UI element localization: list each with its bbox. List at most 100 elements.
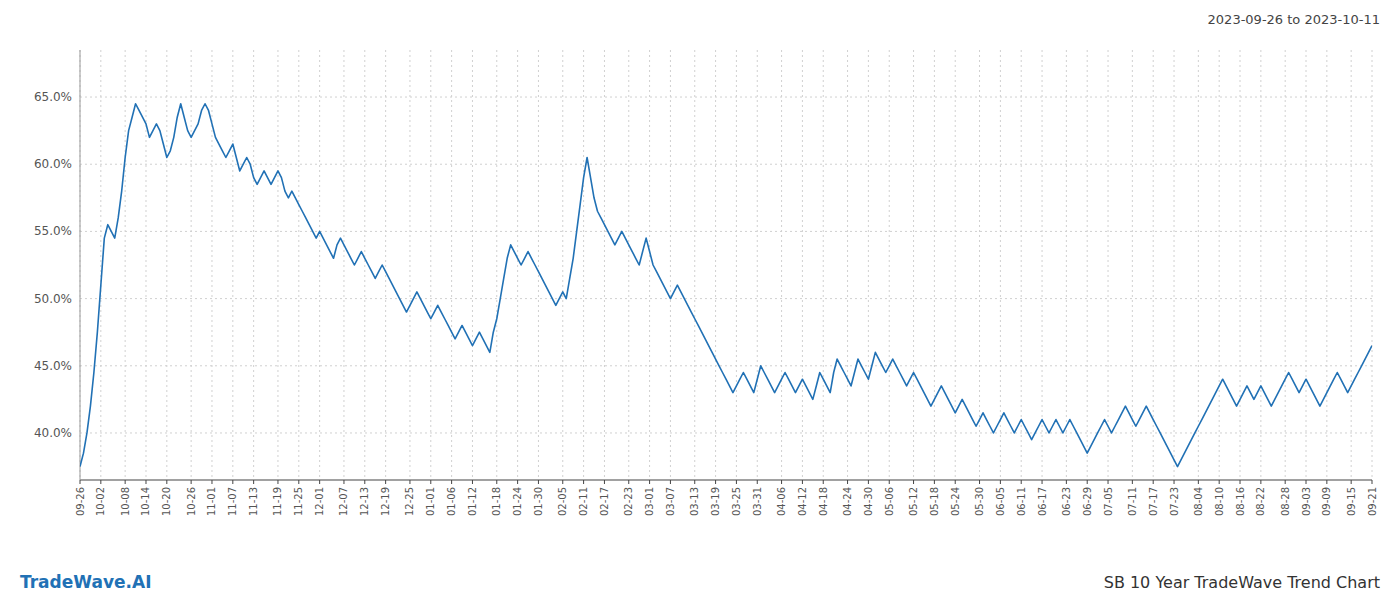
y-tick-label: 40.0% bbox=[34, 426, 72, 440]
x-grid-line bbox=[538, 50, 539, 480]
x-tick-label: 12-19 bbox=[380, 487, 391, 516]
x-grid-line bbox=[781, 50, 782, 480]
x-grid-line bbox=[757, 50, 758, 480]
x-tick-label: 01-06 bbox=[446, 487, 457, 516]
x-tick-label: 12-13 bbox=[359, 487, 370, 516]
x-tick-label: 07-11 bbox=[1127, 487, 1138, 516]
x-grid-line bbox=[1219, 50, 1220, 480]
x-tick-label: 08-28 bbox=[1280, 487, 1291, 516]
x-tick-label: 10-02 bbox=[95, 487, 106, 516]
x-grid-line bbox=[253, 50, 254, 480]
x-grid-line bbox=[1351, 50, 1352, 480]
x-grid-line bbox=[1021, 50, 1022, 480]
x-grid-line bbox=[562, 50, 563, 480]
x-tick-label: 03-07 bbox=[665, 487, 676, 516]
x-grid-line bbox=[604, 50, 605, 480]
x-grid-line bbox=[1153, 50, 1154, 480]
x-grid-line bbox=[100, 50, 101, 480]
x-grid-line bbox=[430, 50, 431, 480]
x-grid-line bbox=[409, 50, 410, 480]
x-tick-label: 12-01 bbox=[314, 487, 325, 516]
x-grid-line bbox=[232, 50, 233, 480]
x-grid-line bbox=[847, 50, 848, 480]
x-tick-label: 07-17 bbox=[1148, 487, 1159, 516]
x-grid-line bbox=[145, 50, 146, 480]
x-tick-label: 08-10 bbox=[1214, 487, 1225, 516]
x-tick-label: 03-25 bbox=[731, 487, 742, 516]
x-grid-line bbox=[1306, 50, 1307, 480]
x-tick-label: 03-31 bbox=[752, 487, 763, 516]
y-axis-line bbox=[80, 50, 81, 480]
x-grid-line bbox=[364, 50, 365, 480]
x-tick-label: 11-07 bbox=[227, 487, 238, 516]
x-grid-line bbox=[1198, 50, 1199, 480]
x-grid-line bbox=[1326, 50, 1327, 480]
x-tick-label: 10-14 bbox=[140, 487, 151, 516]
trend-line bbox=[80, 104, 1372, 467]
x-tick-label: 10-20 bbox=[161, 487, 172, 516]
x-grid-line bbox=[1042, 50, 1043, 480]
x-grid-line bbox=[802, 50, 803, 480]
y-tick-label: 50.0% bbox=[34, 292, 72, 306]
y-tick-label: 60.0% bbox=[34, 157, 72, 171]
annotation: TradeWave.AI bbox=[20, 572, 151, 592]
x-tick-label: 01-12 bbox=[467, 487, 478, 516]
x-tick-label: 09-15 bbox=[1346, 487, 1357, 516]
x-tick-label: 05-24 bbox=[950, 487, 961, 516]
x-grid-line bbox=[125, 50, 126, 480]
x-tick-label: 09-21 bbox=[1367, 487, 1378, 516]
y-grid-line bbox=[80, 298, 1372, 299]
x-tick-label: 03-19 bbox=[710, 487, 721, 516]
x-grid-line bbox=[715, 50, 716, 480]
x-tick-label: 11-13 bbox=[248, 487, 259, 516]
x-tick-label: 12-07 bbox=[338, 487, 349, 516]
x-tick-label: 06-17 bbox=[1037, 487, 1048, 516]
chart: 40.0%45.0%50.0%55.0%60.0%65.0%09-2610-02… bbox=[0, 0, 1400, 600]
x-grid-line bbox=[472, 50, 473, 480]
x-tick-label: 04-06 bbox=[776, 487, 787, 516]
x-tick-label: 12-25 bbox=[404, 487, 415, 516]
x-tick-label: 08-22 bbox=[1255, 487, 1266, 516]
x-axis-line bbox=[80, 479, 1372, 480]
x-grid-line bbox=[670, 50, 671, 480]
x-grid-line bbox=[694, 50, 695, 480]
x-grid-line bbox=[343, 50, 344, 480]
y-grid-line bbox=[80, 432, 1372, 433]
x-tick-label: 09-26 bbox=[75, 487, 86, 516]
x-grid-line bbox=[1372, 50, 1373, 480]
x-grid-line bbox=[868, 50, 869, 480]
x-tick-label: 06-29 bbox=[1082, 487, 1093, 516]
x-grid-line bbox=[298, 50, 299, 480]
x-tick-label: 11-19 bbox=[272, 487, 283, 516]
x-grid-line bbox=[736, 50, 737, 480]
x-tick-label: 03-13 bbox=[689, 487, 700, 516]
x-grid-line bbox=[1174, 50, 1175, 480]
y-tick-label: 55.0% bbox=[34, 224, 72, 238]
x-grid-line bbox=[649, 50, 650, 480]
title: SB 10 Year TradeWave Trend Chart bbox=[1104, 573, 1380, 592]
x-tick-label: 01-18 bbox=[491, 487, 502, 516]
x-grid-line bbox=[934, 50, 935, 480]
x-tick-label: 02-17 bbox=[599, 487, 610, 516]
x-grid-line bbox=[889, 50, 890, 480]
x-tick-label: 06-11 bbox=[1016, 487, 1027, 516]
x-grid-line bbox=[211, 50, 212, 480]
x-tick-label: 10-26 bbox=[186, 487, 197, 516]
x-grid-line bbox=[955, 50, 956, 480]
x-grid-line bbox=[1285, 50, 1286, 480]
x-tick-label: 07-23 bbox=[1169, 487, 1180, 516]
x-grid-line bbox=[277, 50, 278, 480]
x-tick-label: 02-05 bbox=[557, 487, 568, 516]
x-grid-line bbox=[1087, 50, 1088, 480]
x-grid-line bbox=[191, 50, 192, 480]
x-tick-label: 04-30 bbox=[863, 487, 874, 516]
x-grid-line bbox=[496, 50, 497, 480]
y-grid-line bbox=[80, 97, 1372, 98]
plot-area bbox=[80, 104, 1372, 467]
x-tick-label: 01-01 bbox=[425, 487, 436, 516]
x-grid-line bbox=[451, 50, 452, 480]
x-grid-line bbox=[823, 50, 824, 480]
x-tick-label: 06-05 bbox=[995, 487, 1006, 516]
x-grid-line bbox=[385, 50, 386, 480]
axes: 40.0%45.0%50.0%55.0%60.0%65.0%09-2610-02… bbox=[34, 50, 1378, 516]
